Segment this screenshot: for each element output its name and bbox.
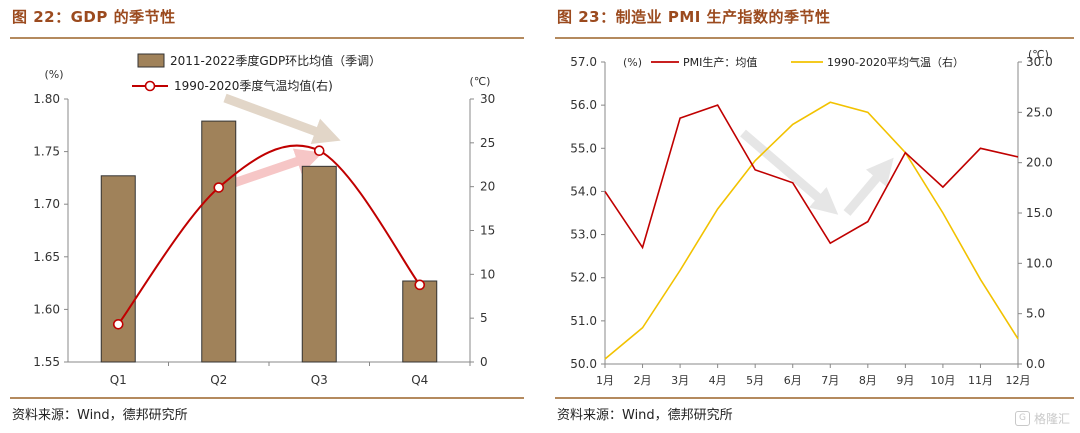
y-unit-label: (%): [44, 68, 63, 81]
source-divider: [555, 397, 1074, 399]
left-panel: 图 22：GDP 的季节性 1.55 1.60 1.65 1.70 1.75 1.80 0 5…: [0, 0, 530, 433]
y2-tick-label: 10.0: [1026, 256, 1053, 270]
x-tick-label: Q2: [210, 373, 227, 387]
legend-swatch-bar: [137, 53, 165, 68]
x-tick-label: 8月: [859, 374, 877, 387]
y-tick-label: 50.0: [570, 357, 597, 371]
y2-tick-label: 0.0: [1026, 357, 1045, 371]
y2-tick-label: 15: [480, 224, 495, 238]
y2-tick-label: 25: [480, 136, 495, 150]
y2-unit-label: (℃): [1028, 48, 1049, 61]
legend-label-gdp: 2011-2022季度GDP环比均值（季调）: [170, 53, 381, 68]
y-tick-label: 1.80: [33, 92, 60, 106]
y-unit-label: (%): [623, 56, 642, 69]
legend-label-temperature: 1990-2020平均气温（右）: [827, 55, 964, 69]
x-tick-label: 12月: [1006, 374, 1031, 387]
x-tick-label: 7月: [821, 374, 839, 387]
y2-tick-label: 15.0: [1026, 206, 1053, 220]
bar: [100, 175, 136, 363]
gdp-seasonality-chart: 1.55 1.60 1.65 1.70 1.75 1.80 0 5 10 15 20 25 30 (%) (…: [33, 53, 495, 387]
y-tick-label: 55.0: [570, 141, 597, 155]
y-tick-label: 52.0: [570, 271, 597, 285]
series-line-temperature: [117, 144, 421, 325]
bar: [301, 165, 337, 363]
x-tick-label: 2月: [634, 374, 652, 387]
x-tick-label: 10月: [930, 374, 955, 387]
y-tick-label: 1.55: [33, 355, 60, 369]
y2-tick-label: 10: [480, 267, 495, 281]
trend-arrow-up: [843, 157, 894, 216]
y-tick-label: 1.70: [33, 197, 60, 211]
y-tick-label: 57.0: [570, 55, 597, 69]
x-tick-label: 9月: [896, 374, 914, 387]
bar: [201, 120, 237, 363]
x-tick-label: Q1: [110, 373, 127, 387]
temperature-point: [112, 319, 124, 330]
x-tick-label: 1月: [596, 374, 614, 387]
y2-tick-label: 30: [480, 92, 495, 106]
legend-marker: [144, 80, 156, 92]
y2-unit-label: (℃): [470, 75, 491, 88]
y2-tick-label: 0: [480, 355, 488, 369]
right-panel: 图 23：制造业 PMI 生产指数的季节性 50.0 51.0 52.0 53.0 54…: [545, 0, 1080, 433]
bar: [402, 280, 438, 363]
figure-title: 图 22：GDP 的季节性: [12, 8, 176, 26]
figure-title: 图 23：制造业 PMI 生产指数的季节性: [557, 8, 831, 26]
y-tick-label: 51.0: [570, 314, 597, 328]
x-tick-label: 6月: [784, 374, 802, 387]
title-divider: [10, 37, 524, 39]
y2-tick-label: 5.0: [1026, 307, 1045, 321]
y-tick-label: 1.75: [33, 145, 60, 159]
series-line-pmi: [604, 104, 1019, 250]
y-tick-label: 1.60: [33, 302, 60, 316]
trend-arrow-down: [740, 129, 839, 215]
temperature-point: [414, 279, 426, 291]
temperature-point: [313, 145, 325, 157]
x-tick-label: Q4: [411, 373, 428, 387]
y2-tick-label: 25.0: [1026, 105, 1053, 119]
pmi-seasonality-chart: 50.0 51.0 52.0 53.0 54.0 55.0 56.0 57.0 0.0 5.0 10…: [570, 48, 1053, 387]
x-tick-label: 4月: [709, 374, 727, 387]
gelonghui-logo-icon: G: [1014, 411, 1030, 426]
temperature-point: [213, 182, 225, 193]
trend-arrow-gray: [223, 93, 341, 144]
x-tick-label: 11月: [968, 374, 993, 387]
legend-label-pmi: PMI生产：均值: [683, 55, 757, 69]
series-line-temperature: [604, 101, 1019, 360]
y2-tick-label: 20.0: [1026, 156, 1053, 170]
source-note: 资料来源：Wind，德邦研究所: [557, 408, 733, 423]
y-tick-label: 54.0: [570, 184, 597, 198]
y2-tick-label: 5: [480, 311, 488, 325]
y-tick-label: 1.65: [33, 250, 60, 264]
x-tick-label: 5月: [746, 374, 764, 387]
source-note: 资料来源：Wind，德邦研究所: [12, 408, 188, 423]
watermark-text: 格隆汇: [1033, 412, 1070, 426]
legend-label-temperature: 1990-2020季度气温均值(右): [174, 78, 333, 93]
y2-tick-label: 30.0: [1026, 55, 1053, 69]
watermark: G 格隆汇: [1014, 410, 1070, 427]
trend-arrow-pink: [226, 148, 323, 190]
y-tick-label: 56.0: [570, 98, 597, 112]
x-tick-label: 3月: [671, 374, 689, 387]
y-tick-label: 53.0: [570, 228, 597, 242]
x-tick-label: Q3: [311, 373, 328, 387]
title-divider: [555, 37, 1074, 39]
y2-tick-label: 20: [480, 180, 495, 194]
source-divider: [10, 397, 524, 399]
